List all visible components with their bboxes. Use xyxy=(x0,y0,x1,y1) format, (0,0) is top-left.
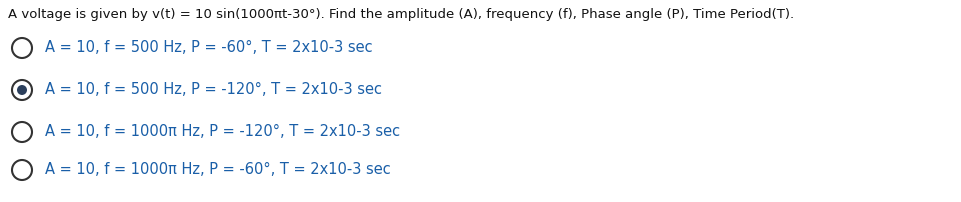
Text: A voltage is given by v(t) = 10 sin(1000πt-30°). Find the amplitude (A), frequen: A voltage is given by v(t) = 10 sin(1000… xyxy=(8,8,793,21)
Circle shape xyxy=(17,85,27,95)
Text: A = 10, f = 500 Hz, P = -120°, T = 2x10-3 sec: A = 10, f = 500 Hz, P = -120°, T = 2x10-… xyxy=(45,82,382,98)
Text: A = 10, f = 1000π Hz, P = -120°, T = 2x10-3 sec: A = 10, f = 1000π Hz, P = -120°, T = 2x1… xyxy=(45,124,400,140)
Text: A = 10, f = 500 Hz, P = -60°, T = 2x10-3 sec: A = 10, f = 500 Hz, P = -60°, T = 2x10-3… xyxy=(45,40,372,56)
Text: A = 10, f = 1000π Hz, P = -60°, T = 2x10-3 sec: A = 10, f = 1000π Hz, P = -60°, T = 2x10… xyxy=(45,162,390,178)
